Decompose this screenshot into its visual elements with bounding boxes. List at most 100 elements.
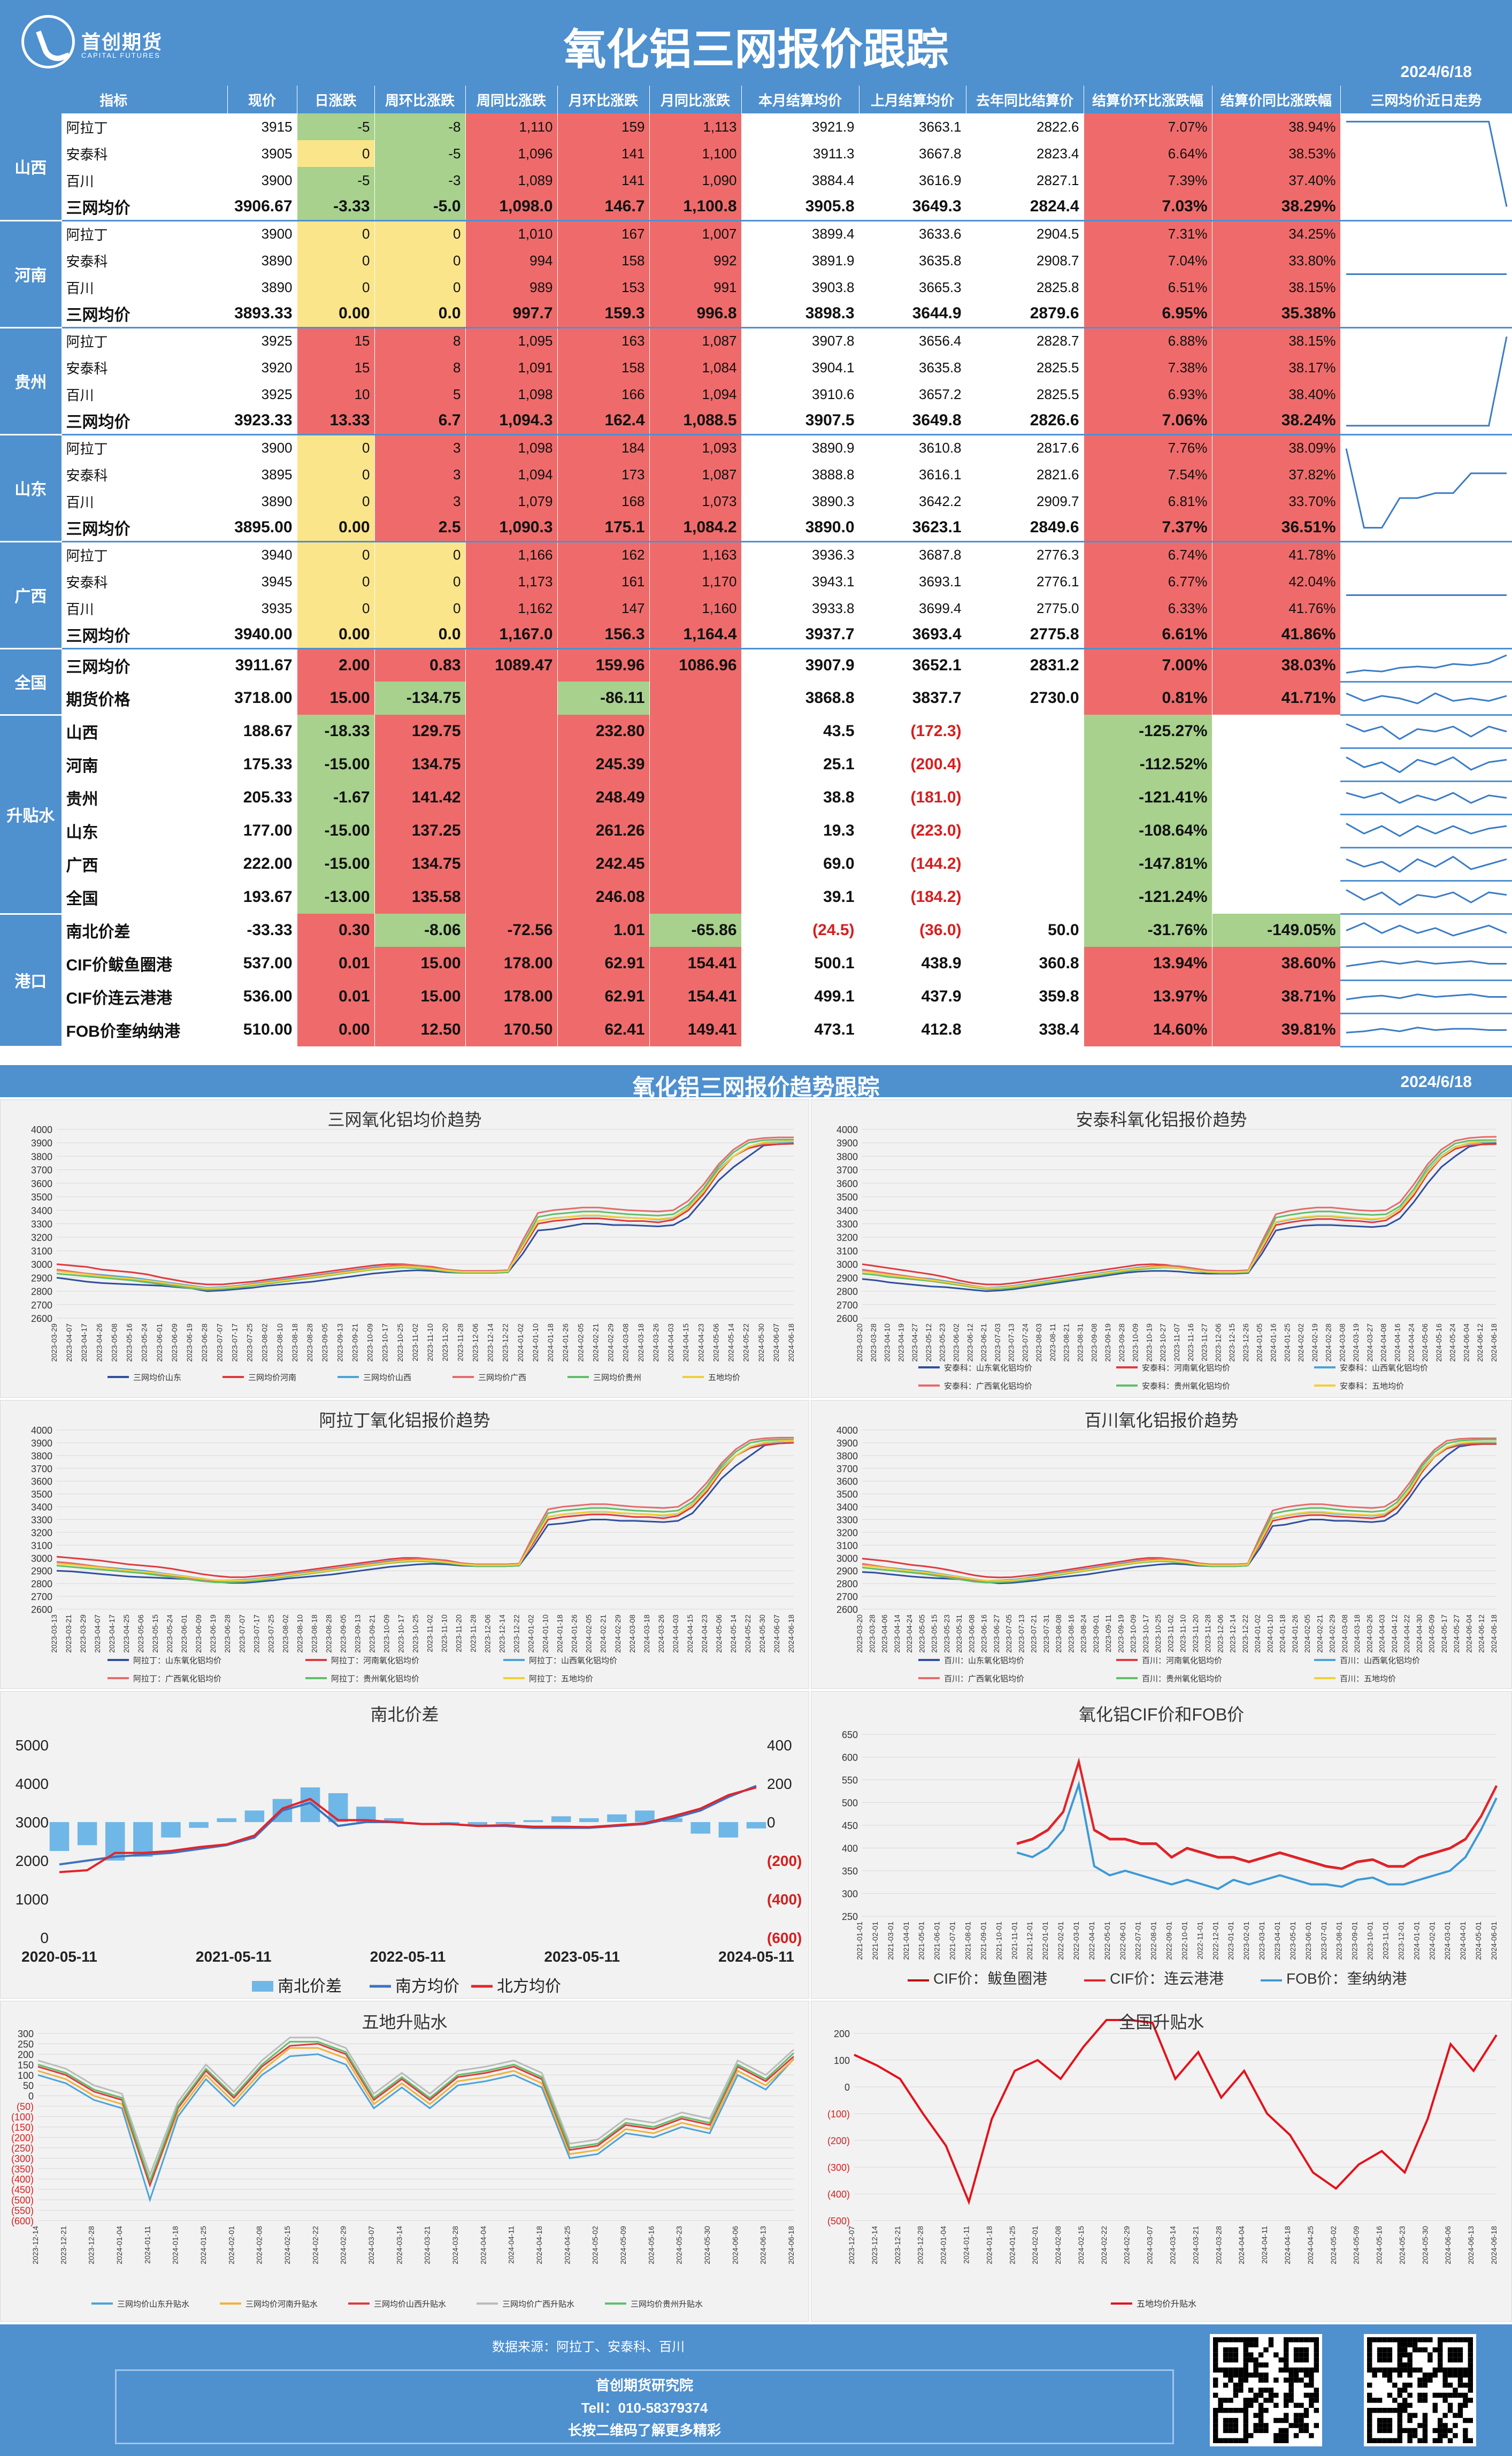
qr-module xyxy=(1432,2367,1438,2373)
table-cell: 38.24% xyxy=(1212,408,1341,435)
table-cell: 3899.4 xyxy=(741,220,859,247)
table-cell: 3 xyxy=(374,461,466,488)
qr-module xyxy=(1293,2423,1299,2428)
legend-label: 阿拉丁：五地均价 xyxy=(529,1674,593,1684)
x-tick-label: 2023-12-26 xyxy=(1241,1323,1250,1362)
qr-module xyxy=(1223,2347,1229,2353)
qr-module xyxy=(1407,2382,1413,2388)
qr-module xyxy=(1309,2382,1314,2388)
table-cell xyxy=(465,847,558,881)
qr-module xyxy=(1392,2408,1398,2413)
section2-title: 氧化铝三网报价趋势跟踪 xyxy=(632,1075,880,1100)
y-tick-label: 2800 xyxy=(31,1579,52,1589)
qr-module xyxy=(1367,2408,1372,2413)
x-tick-label: 2023-02-01 xyxy=(1242,1922,1250,1960)
x-tick-label: 2024-05-09 xyxy=(1352,2226,1361,2264)
table-cell: 0 xyxy=(374,274,466,301)
table-cell: 1,164.4 xyxy=(649,622,742,649)
sparkline xyxy=(1346,120,1507,207)
table-cell: 438.9 xyxy=(859,947,966,980)
qr-module xyxy=(1367,2362,1372,2368)
sparkline-cell xyxy=(1340,847,1512,882)
qr-module xyxy=(1233,2392,1239,2398)
table-cell: 994 xyxy=(465,247,558,274)
top-banner: 首创期货 CAPITAL FUTURES 氧化铝三网报价跟踪 2024/6/18 xyxy=(0,0,1512,86)
qr-module xyxy=(1303,2413,1309,2418)
y-tick-label: 200 xyxy=(834,2029,850,2039)
region-label: 升贴水 xyxy=(0,715,62,915)
qr-module xyxy=(1314,2388,1319,2393)
qr-module xyxy=(1243,2408,1248,2413)
y-tick-label: 2800 xyxy=(836,1579,858,1589)
table-cell: 149.41 xyxy=(649,1013,742,1046)
qr-module xyxy=(1463,2398,1468,2403)
qr-module xyxy=(1417,2382,1423,2388)
table-cell: 2775.0 xyxy=(966,595,1084,622)
qr-module xyxy=(1422,2417,1428,2423)
x-tick-label: 2023-03-28 xyxy=(869,1323,878,1362)
row-label: 安泰科 xyxy=(62,140,228,167)
table-cell: 38.8 xyxy=(741,781,859,814)
x-tick-label: 2021-02-01 xyxy=(871,1922,879,1960)
x-tick-label: 2022-09-01 xyxy=(1165,1922,1173,1960)
y-tick-label: 300 xyxy=(842,1889,858,1900)
qr-module xyxy=(1407,2392,1413,2398)
x-tick-label: 2023-11-10 xyxy=(1179,1615,1187,1652)
qr-code-2[interactable] xyxy=(1364,2334,1476,2446)
sparkline-cell xyxy=(1340,914,1512,948)
y-tick-label: 100 xyxy=(18,2070,34,2081)
table-cell: 1.01 xyxy=(557,914,650,947)
table-cell: 6.88% xyxy=(1084,327,1212,354)
table-row: 百川 3925 10 5 1,098 166 1,094 3910.6 3657.2 2825.5… xyxy=(0,381,1512,408)
legend-label: 阿拉丁：广西氧化铝均价 xyxy=(133,1674,221,1684)
qr-module xyxy=(1228,2408,1233,2413)
qr-module xyxy=(1314,2362,1319,2368)
qr-module xyxy=(1407,2413,1413,2418)
qr-module xyxy=(1397,2362,1402,2368)
qr-module xyxy=(1392,2438,1398,2443)
table-cell: 360.8 xyxy=(966,947,1084,980)
qr-module xyxy=(1367,2423,1372,2428)
qr-module xyxy=(1314,2352,1319,2358)
qr-module xyxy=(1228,2357,1233,2363)
qr-module xyxy=(1382,2373,1387,2378)
table-cell: 1,100.8 xyxy=(649,194,742,221)
bar xyxy=(551,1816,571,1822)
qr-module xyxy=(1382,2428,1387,2434)
x-tick-label: 2023-06-28 xyxy=(200,1323,209,1362)
table-cell: 3943.1 xyxy=(741,568,859,595)
sparkline-line xyxy=(1345,756,1507,773)
x-tick-label: 2023-06-02 xyxy=(951,1323,960,1362)
table-cell: 3888.8 xyxy=(741,461,859,488)
x-tick-label: 2023-04-10 xyxy=(883,1323,892,1362)
row-label: 百川 xyxy=(62,488,228,515)
qr-module xyxy=(1468,2342,1473,2347)
y-tick-label: 2700 xyxy=(31,1300,52,1311)
table-cell: 6.7 xyxy=(374,408,466,435)
sparkline xyxy=(1345,822,1507,837)
table-cell: 3900 xyxy=(227,167,297,194)
qr-module xyxy=(1377,2347,1383,2353)
table-cell: 0.0 xyxy=(374,301,466,328)
table-cell: 2908.7 xyxy=(966,247,1084,274)
qr-module xyxy=(1457,2337,1463,2343)
row-label: 山东 xyxy=(62,814,228,847)
qr-module xyxy=(1402,2362,1408,2368)
qr-code-1[interactable] xyxy=(1210,2334,1322,2446)
sparkline-cell xyxy=(1340,881,1512,915)
x-tick-label: 2021-09-01 xyxy=(979,1922,987,1960)
table-cell: 1,170 xyxy=(649,568,742,595)
table-header-row: 指标 现价 日涨跌 周环比涨跌 周同比涨跌 月环比涨跌 月同比涨跌 本月结算均价 上月结算均价去… xyxy=(0,86,1512,113)
qr-module xyxy=(1303,2373,1309,2378)
qr-module xyxy=(1468,2388,1473,2393)
x-tick-label: 2024-05-14 xyxy=(729,1615,738,1653)
table-cell: 2.00 xyxy=(297,648,375,682)
x-tick-label: 2024-05-16 xyxy=(1375,2226,1384,2264)
x-tick-label: 2023-10-09 xyxy=(1131,1323,1140,1362)
qr-module xyxy=(1213,2417,1218,2423)
qr-module xyxy=(1453,2357,1458,2363)
x-tick-label: 2023-09-13 xyxy=(335,1323,344,1362)
x-tick-label: 2023-12-22 xyxy=(501,1323,510,1362)
x-tick-label: 2024-03-26 xyxy=(651,1323,660,1362)
qr-module xyxy=(1288,2373,1294,2378)
